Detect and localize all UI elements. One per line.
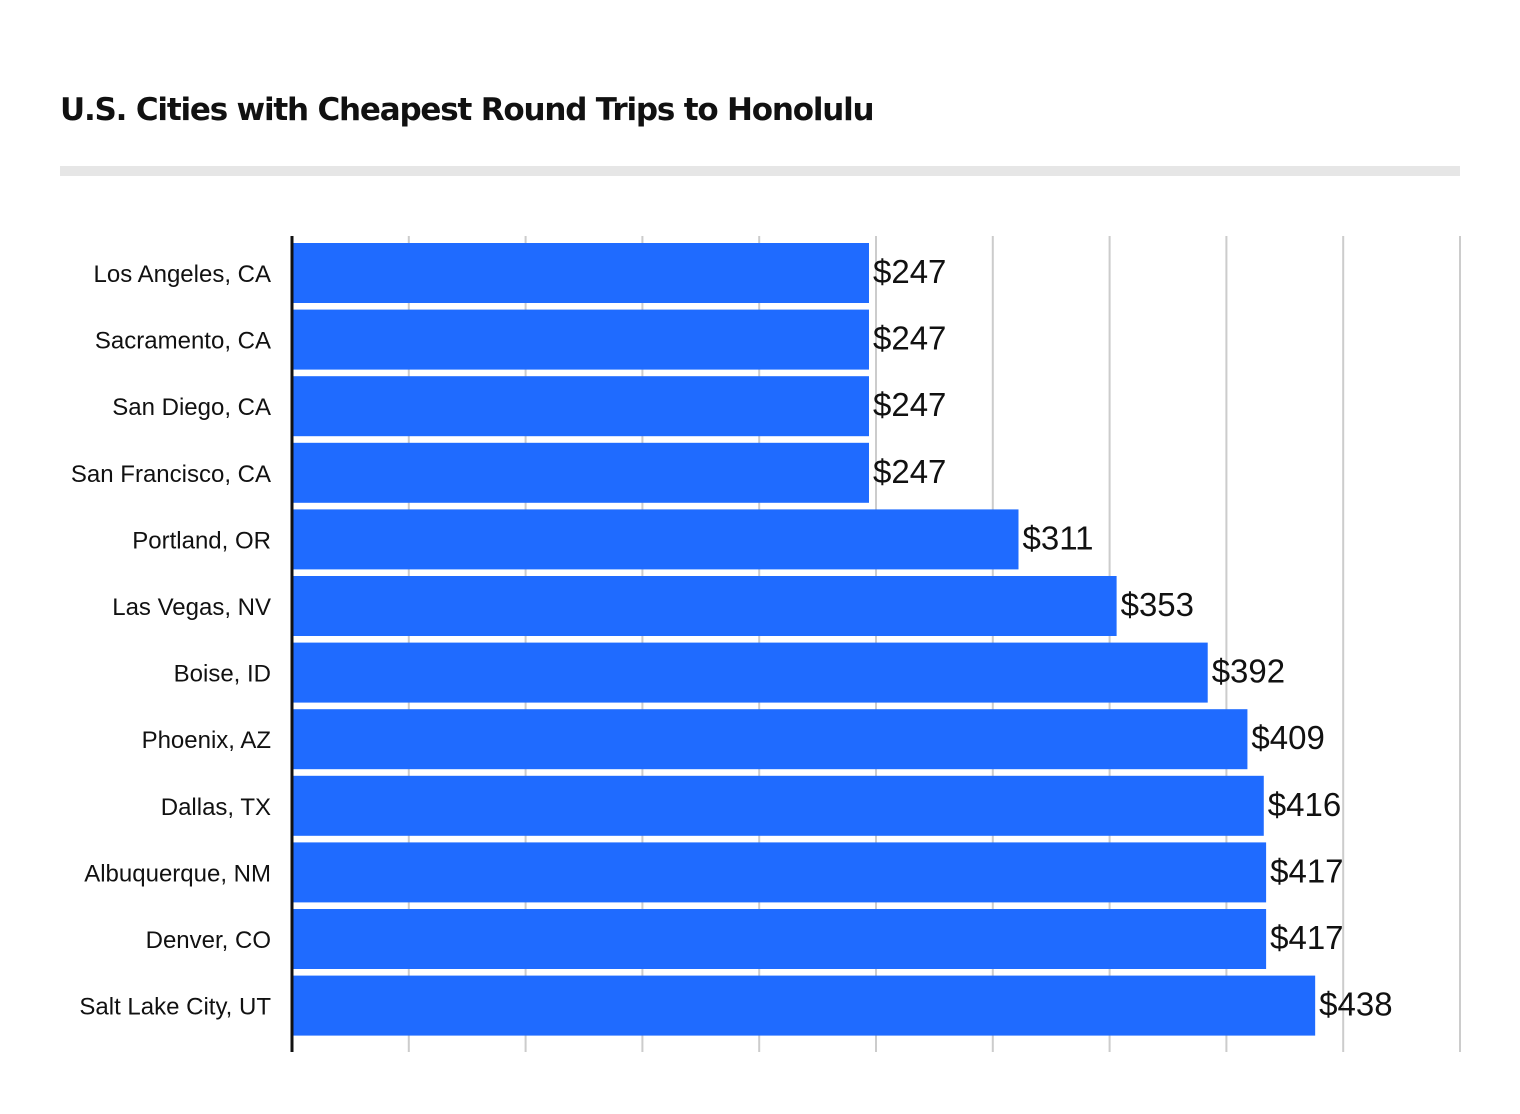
chart-title: U.S. Cities with Cheapest Round Trips to… bbox=[60, 92, 875, 128]
value-label: $353 bbox=[1121, 586, 1194, 623]
category-label: Salt Lake City, UT bbox=[79, 994, 271, 1021]
value-label: $247 bbox=[873, 386, 946, 423]
bar bbox=[292, 709, 1248, 770]
value-label: $247 bbox=[873, 253, 946, 290]
category-labels: Los Angeles, CA Sacramento, CA San Diego, … bbox=[71, 261, 271, 1021]
bar bbox=[292, 842, 1267, 903]
bar bbox=[292, 376, 869, 437]
bar bbox=[292, 442, 869, 503]
value-label: $417 bbox=[1270, 919, 1343, 956]
category-label: Sacramento, CA bbox=[95, 328, 271, 355]
category-label: Albuquerque, NM bbox=[84, 860, 271, 887]
category-label: Phoenix, AZ bbox=[142, 727, 271, 754]
category-label: San Diego, CA bbox=[112, 394, 271, 421]
title-divider bbox=[60, 166, 1460, 176]
category-label: Los Angeles, CA bbox=[94, 261, 271, 288]
value-labels: $247 $247 $247 $247 $311 $353 $392 $409 $416 $417… bbox=[873, 253, 1393, 1023]
value-label: $438 bbox=[1319, 986, 1392, 1023]
category-label: Las Vegas, NV bbox=[112, 594, 271, 621]
category-label: Boise, ID bbox=[174, 661, 271, 688]
category-label: Denver, CO bbox=[146, 927, 271, 954]
category-label: San Francisco, CA bbox=[71, 461, 271, 488]
value-label: $409 bbox=[1251, 719, 1324, 756]
value-label: $247 bbox=[873, 453, 946, 490]
value-label: $416 bbox=[1268, 786, 1341, 823]
bar bbox=[292, 509, 1019, 570]
bar bbox=[292, 243, 869, 303]
bar bbox=[292, 975, 1316, 1036]
bar bbox=[292, 309, 869, 370]
value-label: $392 bbox=[1212, 653, 1285, 690]
category-label: Dallas, TX bbox=[161, 794, 271, 821]
value-label: $311 bbox=[1022, 519, 1093, 556]
bars bbox=[292, 243, 1316, 1036]
value-label: $247 bbox=[873, 320, 946, 357]
bar bbox=[292, 642, 1208, 703]
value-label: $417 bbox=[1270, 852, 1343, 889]
bar bbox=[292, 576, 1117, 636]
bar bbox=[292, 775, 1264, 836]
bar bbox=[292, 909, 1267, 969]
category-label: Portland, OR bbox=[132, 527, 271, 554]
